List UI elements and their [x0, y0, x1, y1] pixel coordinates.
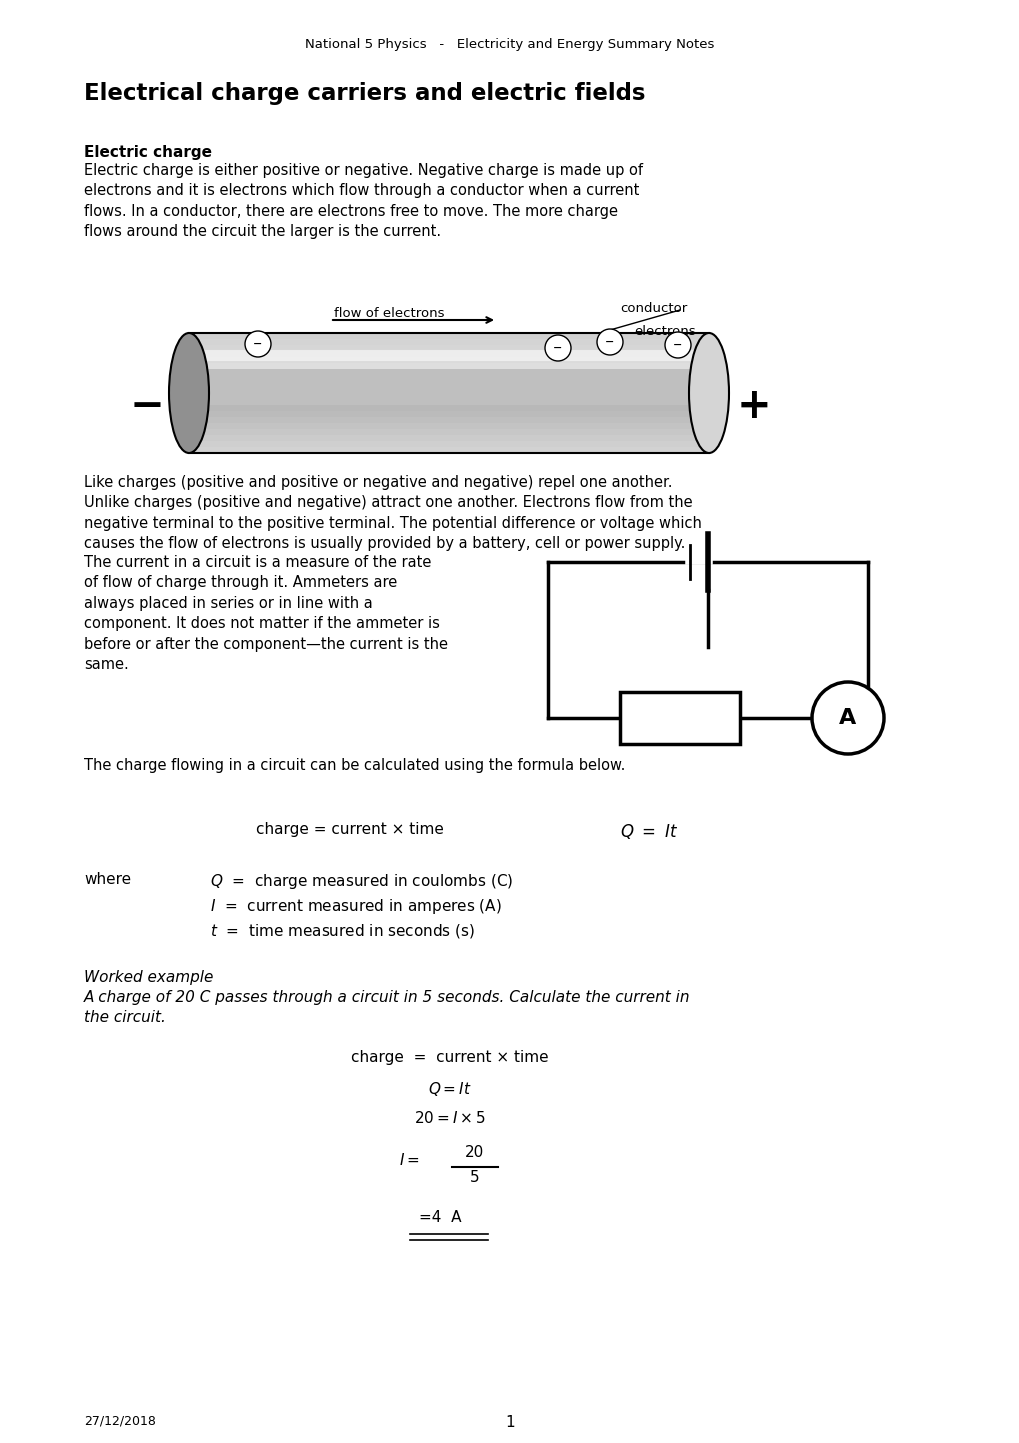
- Ellipse shape: [688, 333, 729, 453]
- Text: Electrical charge carriers and electric fields: Electrical charge carriers and electric …: [84, 82, 645, 105]
- Bar: [620, 693, 739, 745]
- Circle shape: [811, 683, 883, 755]
- Text: $Q  =  It$: $Q = It$: [428, 1079, 472, 1098]
- Bar: [189, 392, 708, 400]
- Text: 1: 1: [504, 1416, 515, 1430]
- Text: −: −: [552, 343, 562, 354]
- Text: charge = current × time: charge = current × time: [256, 823, 443, 837]
- Ellipse shape: [169, 333, 209, 453]
- Text: $I  =$: $I =$: [399, 1152, 420, 1167]
- Text: A charge of 20 C passes through a circuit in 5 seconds. Calculate the current in: A charge of 20 C passes through a circui…: [84, 990, 690, 1026]
- Text: charge  =  current × time: charge = current × time: [351, 1051, 548, 1065]
- Bar: [189, 345, 708, 352]
- Circle shape: [596, 329, 623, 355]
- Text: $Q$  =  charge measured in coulombs (C): $Q$ = charge measured in coulombs (C): [210, 872, 513, 890]
- Text: A: A: [839, 709, 856, 729]
- Text: where: where: [84, 872, 131, 887]
- Bar: [189, 339, 708, 346]
- Bar: [189, 400, 708, 405]
- Bar: [189, 364, 708, 369]
- Text: National 5 Physics   -   Electricity and Energy Summary Notes: National 5 Physics - Electricity and Ene…: [305, 38, 714, 51]
- Text: The charge flowing in a circuit can be calculated using the formula below.: The charge flowing in a circuit can be c…: [84, 758, 625, 773]
- Text: −: −: [129, 385, 164, 427]
- Bar: [189, 423, 708, 430]
- Bar: [189, 434, 708, 442]
- Bar: [189, 405, 708, 413]
- Text: $I$  =  current measured in amperes (A): $I$ = current measured in amperes (A): [210, 898, 501, 916]
- Circle shape: [544, 335, 571, 361]
- Bar: [189, 387, 708, 394]
- Bar: [189, 356, 708, 364]
- Text: The current in a circuit is a measure of the rate
of flow of charge through it. : The current in a circuit is a measure of…: [84, 556, 447, 672]
- Bar: [189, 442, 708, 447]
- Text: 27/12/2018: 27/12/2018: [84, 1416, 156, 1429]
- Text: Electric charge: Electric charge: [84, 144, 212, 160]
- Circle shape: [245, 330, 271, 356]
- Text: Electric charge is either positive or negative. Negative charge is made up of
el: Electric charge is either positive or ne…: [84, 163, 642, 240]
- Text: $Q\ =\ It$: $Q\ =\ It$: [620, 823, 678, 841]
- Text: flow of electrons: flow of electrons: [333, 307, 444, 320]
- Bar: [189, 429, 708, 436]
- Bar: [189, 375, 708, 382]
- Bar: [189, 381, 708, 388]
- Bar: [189, 369, 708, 377]
- Text: $t$  =  time measured in seconds (s): $t$ = time measured in seconds (s): [210, 922, 475, 939]
- Text: 5: 5: [470, 1170, 479, 1185]
- Text: conductor: conductor: [620, 302, 687, 315]
- Circle shape: [664, 332, 690, 358]
- Text: =4  A: =4 A: [419, 1211, 461, 1225]
- Text: −: −: [673, 341, 682, 351]
- Text: 20: 20: [465, 1144, 484, 1160]
- Text: −: −: [253, 339, 263, 349]
- Text: Worked example: Worked example: [84, 970, 213, 986]
- Bar: [189, 333, 708, 453]
- Text: −: −: [604, 338, 614, 346]
- Bar: [189, 417, 708, 424]
- Bar: [189, 333, 708, 341]
- Text: +: +: [736, 385, 770, 427]
- Bar: [189, 351, 708, 358]
- Bar: [189, 411, 708, 418]
- Text: $20  =  I \times 5$: $20 = I \times 5$: [414, 1110, 485, 1126]
- Bar: [189, 447, 708, 455]
- Text: electrons: electrons: [634, 325, 695, 338]
- Text: Like charges (positive and positive or negative and negative) repel one another.: Like charges (positive and positive or n…: [84, 475, 701, 551]
